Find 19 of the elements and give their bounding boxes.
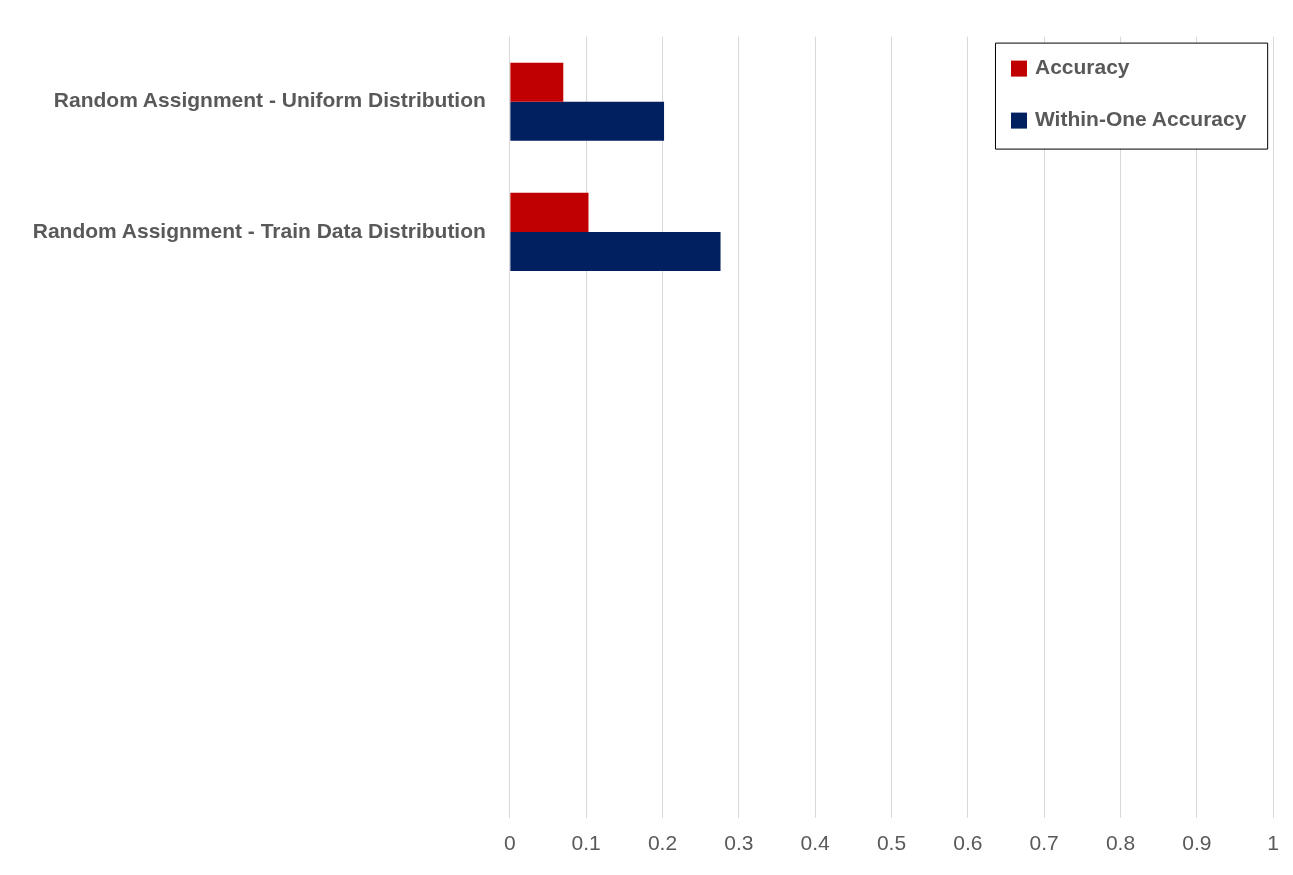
x-tick-label: 0.5 xyxy=(876,831,907,855)
bar xyxy=(510,62,564,102)
x-tick-label: 0.2 xyxy=(647,831,678,855)
x-tick-label: 0.8 xyxy=(1105,831,1136,855)
x-tick-label: 0.6 xyxy=(953,831,983,855)
x-tick-label: 0.3 xyxy=(724,831,754,855)
x-tick-label: 0.4 xyxy=(800,831,831,855)
x-tick-label: 0.7 xyxy=(1029,831,1059,855)
x-tick-label: 0 xyxy=(504,831,516,855)
legend-label: Accuracy xyxy=(1034,55,1130,79)
legend-label: Within-One Accuracy xyxy=(1034,107,1247,131)
x-tick-label: 1 xyxy=(1267,831,1279,855)
y-tick-label: Random Assignment - Uniform Distribution xyxy=(53,88,486,112)
y-tick-label: Random Assignment - Train Data Distribution xyxy=(32,218,486,242)
x-tick-label: 0.9 xyxy=(1182,831,1212,855)
x-tick-label: 0.1 xyxy=(571,831,601,855)
bar xyxy=(510,192,589,232)
bar xyxy=(510,231,721,271)
bar xyxy=(510,101,665,141)
